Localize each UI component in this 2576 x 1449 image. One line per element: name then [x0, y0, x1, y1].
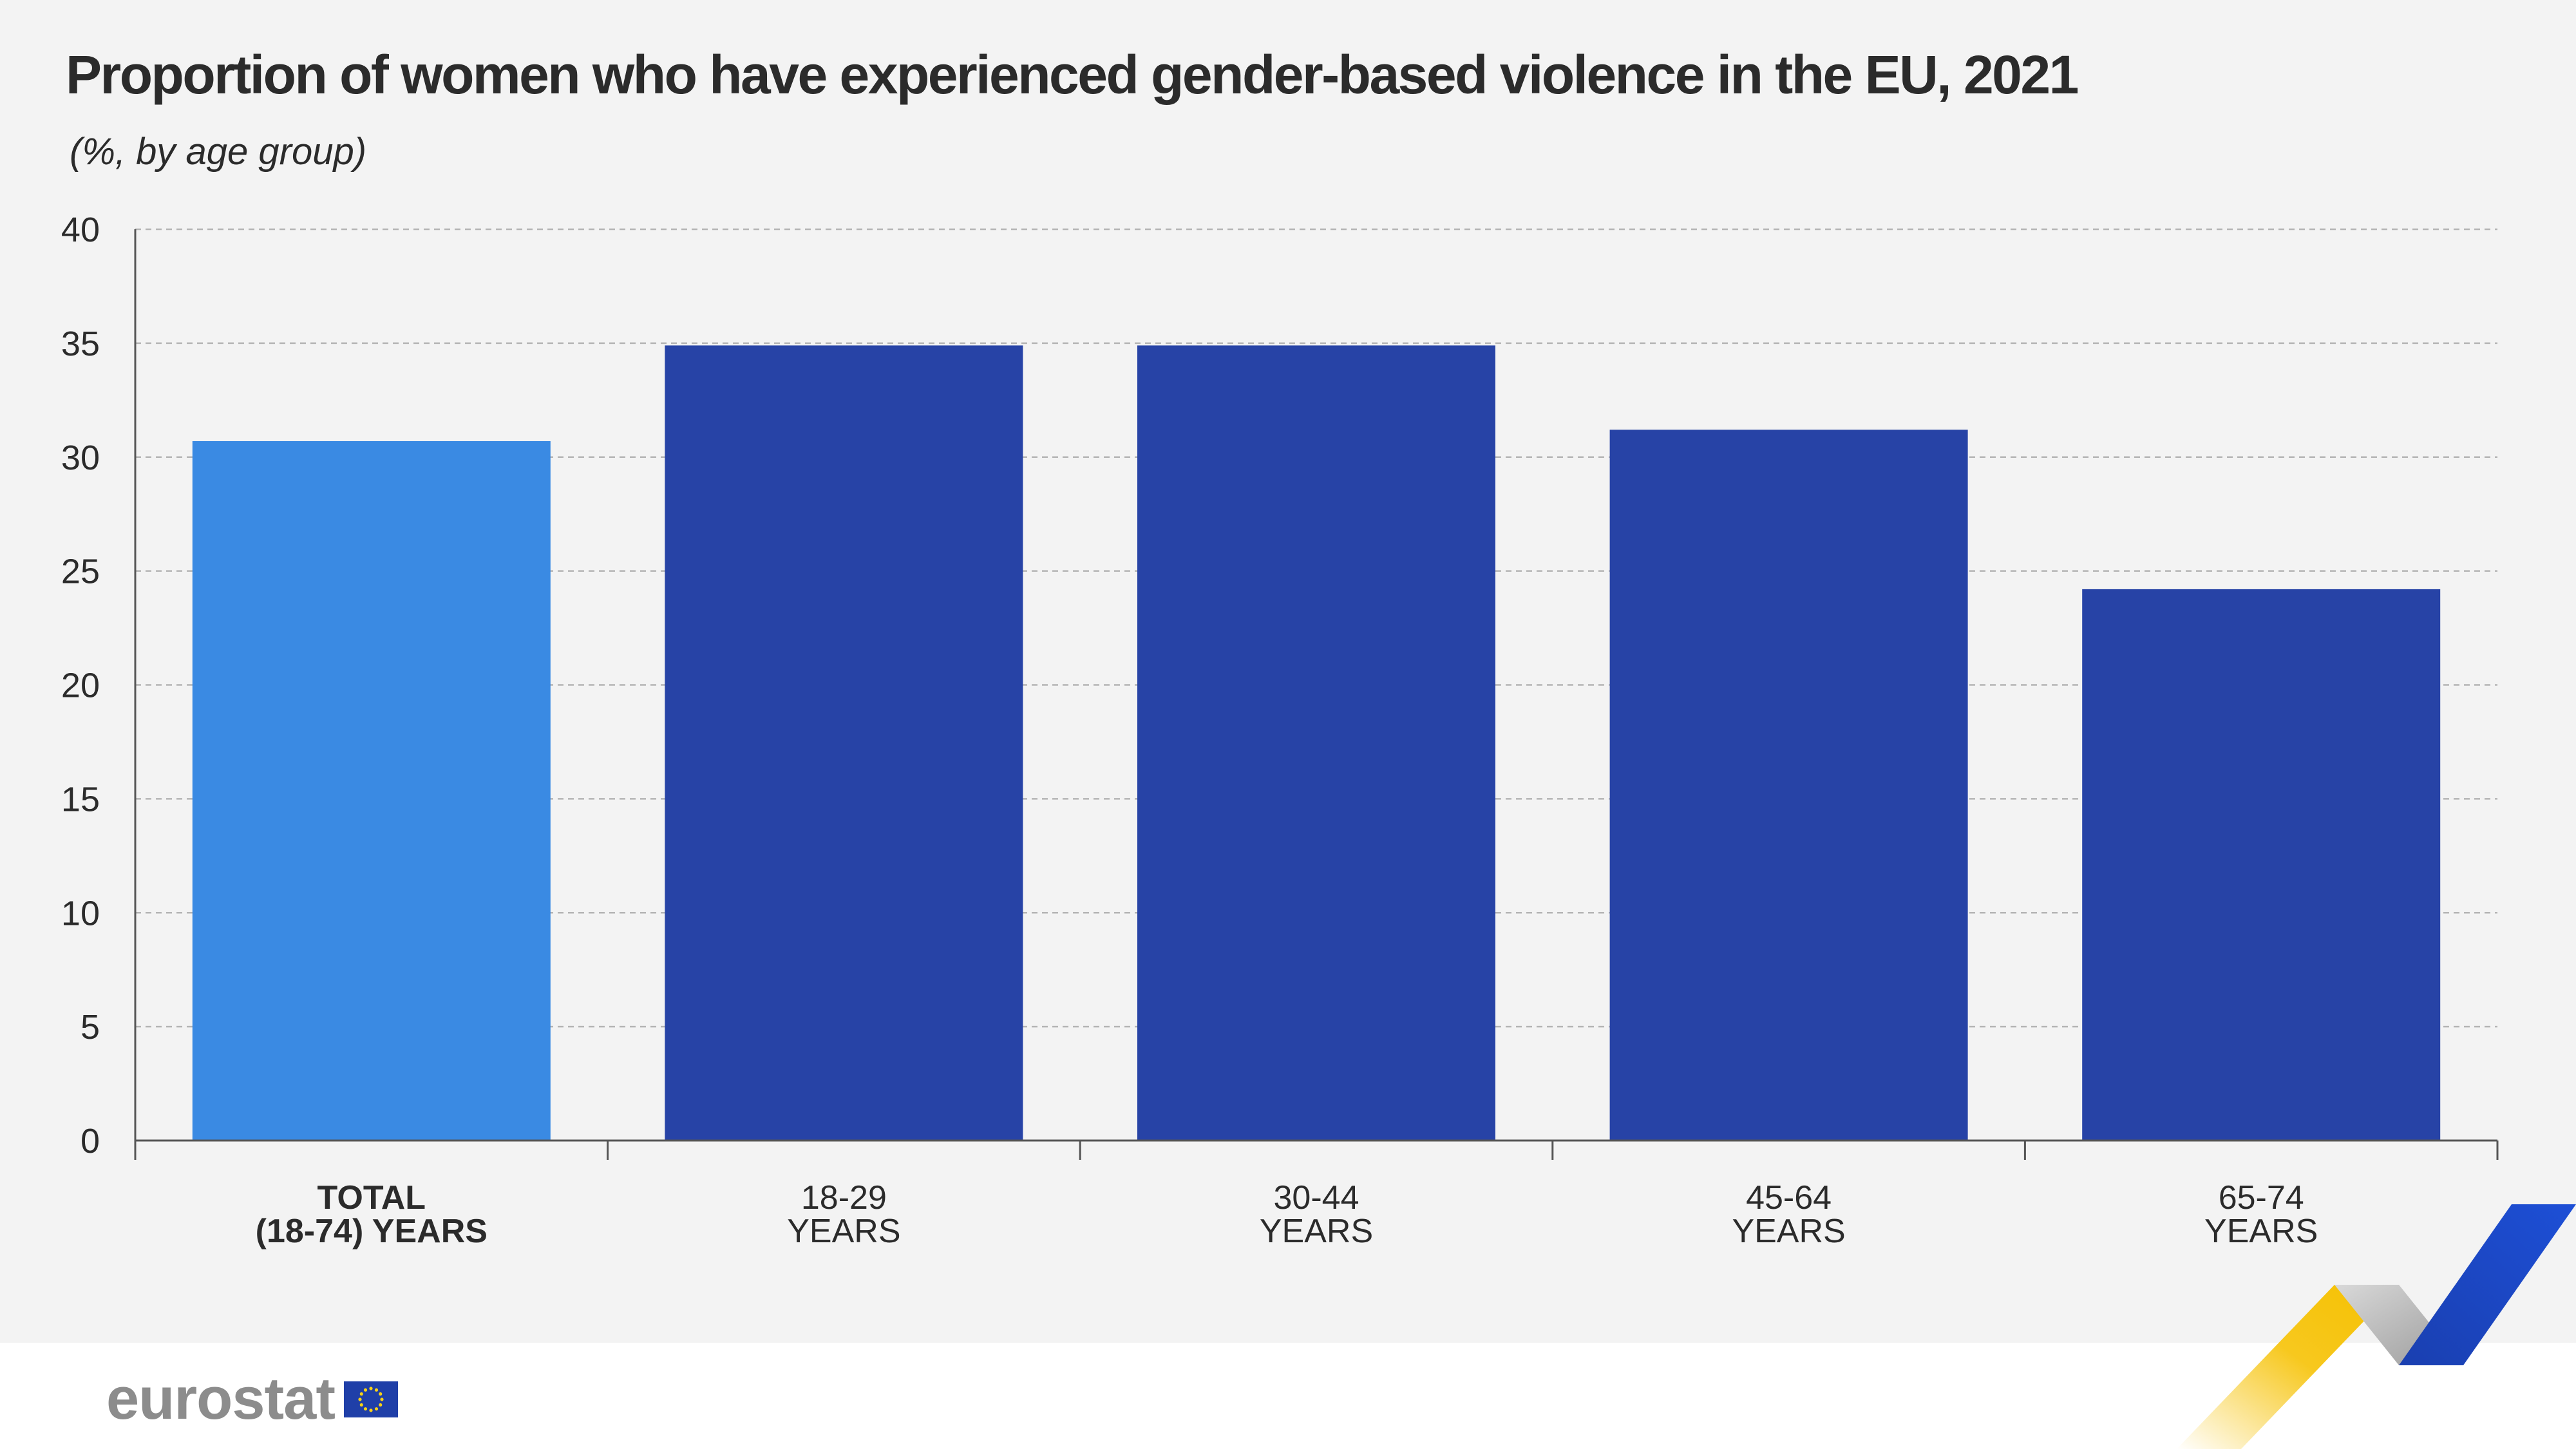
flag-star [374, 1388, 379, 1392]
y-tick-label: 15 [61, 780, 100, 819]
bar-0 [192, 440, 551, 1141]
x-category-label: YEARS [787, 1213, 900, 1250]
bar-3 [1609, 430, 1968, 1141]
decorative-ribbon [2177, 1204, 2576, 1449]
x-category-label: YEARS [1260, 1213, 1373, 1250]
eu-flag-icon [343, 1381, 398, 1417]
x-category-label: 30-44 [1274, 1179, 1359, 1217]
x-category-label: YEARS [1732, 1213, 1845, 1250]
flag-star [369, 1386, 373, 1390]
y-tick-label: 30 [61, 439, 100, 477]
chart-title: Proportion of women who have experienced… [66, 44, 2079, 105]
flag-star [374, 1406, 379, 1410]
flag-star [359, 1403, 363, 1406]
flag-star [363, 1388, 368, 1392]
x-category-label: YEARS [2204, 1213, 2318, 1250]
logo-text: eurostat [106, 1366, 336, 1432]
flag-star [359, 1392, 363, 1396]
flag-star [379, 1392, 383, 1396]
y-tick-label: 20 [61, 667, 100, 705]
x-category-label: TOTAL [317, 1179, 426, 1217]
y-tick-label: 35 [61, 325, 100, 363]
x-category-label: (18-74) YEARS [256, 1213, 488, 1250]
y-tick-label: 5 [80, 1008, 100, 1046]
bar-1 [665, 345, 1023, 1141]
flag-star [358, 1397, 362, 1401]
flag-star [369, 1408, 373, 1412]
y-tick-label: 40 [61, 211, 100, 249]
x-category-label: 65-74 [2219, 1179, 2304, 1217]
chart-subtitle: (%, by age group) [70, 131, 367, 173]
flag-star [379, 1403, 383, 1406]
bar-2 [1137, 345, 1495, 1141]
y-tick-label: 25 [61, 553, 100, 591]
y-tick-label: 0 [80, 1122, 100, 1160]
x-category-label: 18-29 [801, 1179, 887, 1217]
eurostat-logo: eurostat [106, 1365, 398, 1433]
flag-star [363, 1406, 368, 1410]
x-category-label: 45-64 [1746, 1179, 1832, 1217]
flag-star [380, 1397, 384, 1401]
y-tick-label: 10 [61, 894, 100, 933]
bar-4 [2082, 589, 2441, 1141]
